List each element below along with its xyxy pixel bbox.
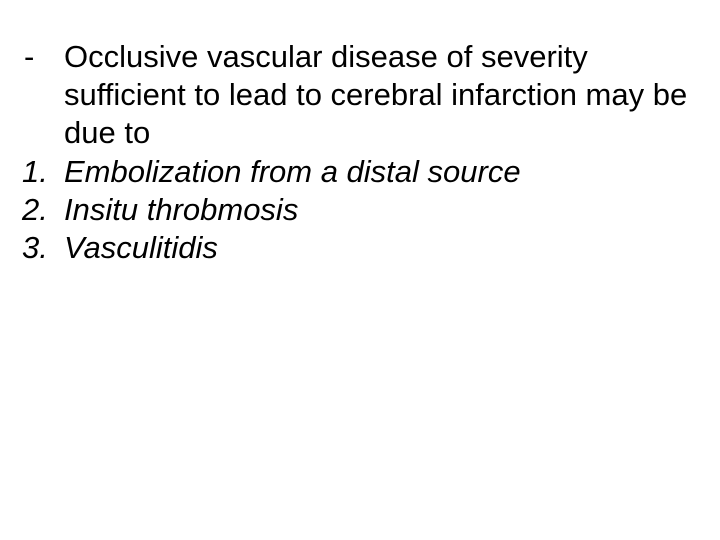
list-item-text: Insitu throbmosis [64,191,700,229]
list-item-text: Vasculitidis [64,229,700,267]
bullet-marker: - [20,38,64,76]
list-item: 1. Embolization from a distal source [20,153,700,191]
main-bullet: - Occlusive vascular disease of severity… [20,38,700,151]
list-item: 3. Vasculitidis [20,229,700,267]
bullet-text: Occlusive vascular disease of severity s… [64,38,700,151]
list-item-marker: 1. [20,153,64,191]
slide: - Occlusive vascular disease of severity… [0,0,720,540]
list-item-marker: 2. [20,191,64,229]
list-item-text: Embolization from a distal source [64,153,700,191]
list-item: 2. Insitu throbmosis [20,191,700,229]
numbered-list: 1. Embolization from a distal source 2. … [20,153,700,266]
list-item-marker: 3. [20,229,64,267]
